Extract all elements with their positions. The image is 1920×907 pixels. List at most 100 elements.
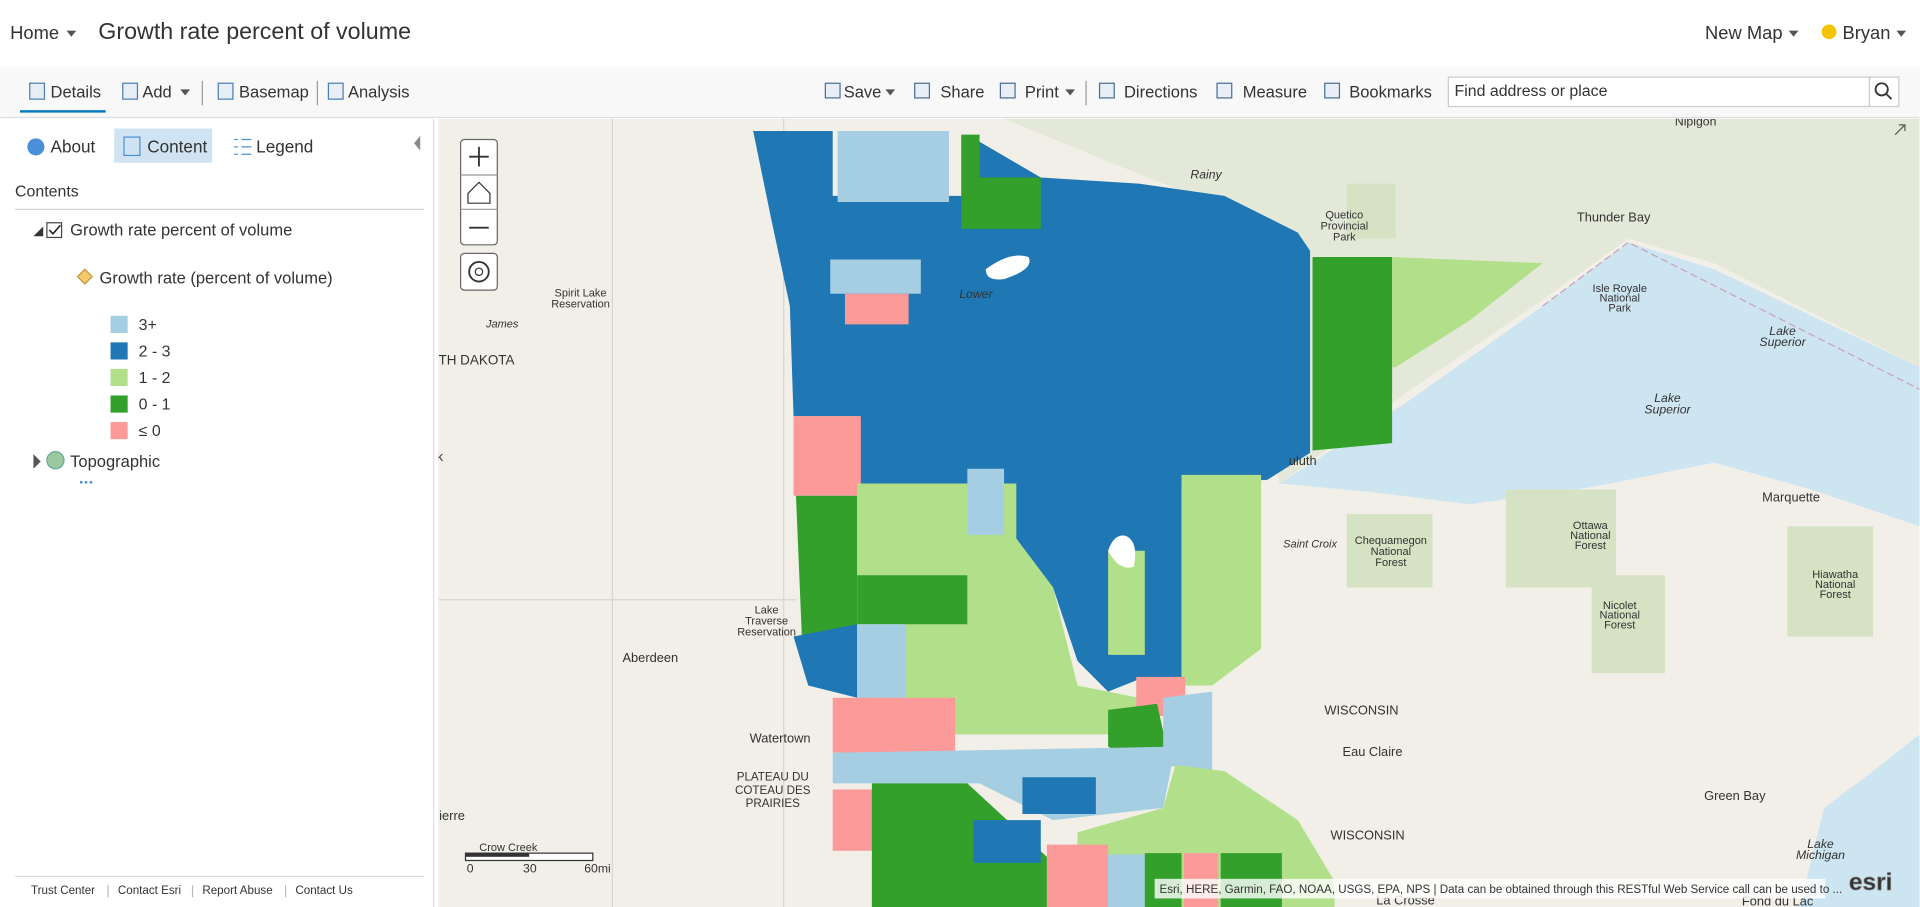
toolbar-button[interactable]: Measure <box>1243 82 1307 101</box>
zoom-controls <box>459 138 498 246</box>
locate-button[interactable] <box>468 261 490 283</box>
map-label: James <box>485 318 519 330</box>
legend-swatch <box>110 422 128 440</box>
map-label: Forest <box>1604 619 1635 631</box>
home-button[interactable] <box>467 181 491 204</box>
search-placeholder: Find address or place <box>1455 83 1608 100</box>
region <box>961 134 1041 229</box>
toolbar-button[interactable]: Basemap <box>239 82 309 101</box>
scale-bar <box>465 853 530 857</box>
legend-swatch <box>110 395 128 413</box>
esri-logo: esri <box>1849 869 1893 896</box>
caret <box>885 89 896 96</box>
legend-swatch <box>110 342 128 360</box>
toolbar-button[interactable]: Add <box>142 82 171 101</box>
map-label: National <box>1815 579 1855 591</box>
map-label: WISCONSIN <box>1324 703 1398 718</box>
legend-swatch <box>110 368 128 387</box>
sidebar-tab[interactable]: Legend <box>256 137 313 157</box>
map-label: Marquette <box>1762 490 1820 505</box>
toolbar-button[interactable]: Details <box>51 82 101 101</box>
map-label: Eau Claire <box>1343 744 1403 759</box>
toolbar-button[interactable]: Print <box>1025 82 1059 101</box>
locate-control <box>459 252 498 291</box>
map-label: National <box>1600 293 1640 305</box>
footer-link[interactable]: Contact Us <box>295 884 353 897</box>
map-label: Park <box>1333 231 1356 243</box>
sidebar-tab[interactable]: About <box>51 137 96 157</box>
map-label: Green Bay <box>1704 788 1766 803</box>
expand-toggle[interactable] <box>33 226 44 237</box>
new-map-menu[interactable]: New Map <box>1705 22 1783 43</box>
region <box>1046 844 1109 907</box>
region <box>857 483 1151 735</box>
zoom-in[interactable] <box>469 146 489 167</box>
toolbar-button[interactable]: Share <box>940 82 984 101</box>
home-menu[interactable]: Home <box>10 22 59 43</box>
search-box[interactable] <box>1447 76 1871 108</box>
toolbar-icon <box>1098 82 1115 99</box>
map-label: ierre <box>439 808 465 823</box>
region <box>1163 691 1213 772</box>
caret <box>1896 30 1907 37</box>
caret <box>66 30 77 37</box>
toolbar-button[interactable]: Save <box>844 82 882 101</box>
legend-label: 1 - 2 <box>139 370 171 387</box>
map-label: Lake <box>1769 324 1796 338</box>
footer-link[interactable]: Contact Esri <box>118 884 181 897</box>
locate-icon <box>474 267 484 277</box>
legend-swatch <box>110 315 128 333</box>
layer-checkbox[interactable] <box>46 222 63 239</box>
map-label: Rainy <box>1190 167 1222 181</box>
map-label: Lake <box>1807 837 1834 851</box>
region <box>793 624 858 698</box>
toolbar-button[interactable]: Bookmarks <box>1349 82 1432 101</box>
user-menu[interactable]: Bryan <box>1843 22 1891 43</box>
toolbar-icon <box>217 82 234 100</box>
map-label: Park <box>1608 302 1631 314</box>
sidebar-tab[interactable]: Content <box>147 137 207 157</box>
map-label: Michigan <box>1796 848 1845 862</box>
layer-name[interactable]: Growth rate percent of volume <box>70 221 292 240</box>
caret <box>1065 89 1076 96</box>
sidebar <box>7 118 434 907</box>
map-label: Crow Creek <box>479 842 538 854</box>
fullscreen[interactable] <box>1894 124 1906 136</box>
toolbar-button[interactable]: Directions <box>1124 82 1197 101</box>
park <box>1346 514 1433 588</box>
scale-label: 0 <box>467 861 474 875</box>
map-label: Nipigon <box>1675 115 1717 129</box>
footer-link[interactable]: Report Abuse <box>202 884 272 897</box>
toolbar-icon <box>999 82 1016 99</box>
map-label: National <box>1600 610 1640 622</box>
footer-link[interactable]: Trust Center <box>31 884 95 897</box>
collapse-button[interactable] <box>414 135 421 151</box>
map-label: Saint Croix <box>1283 539 1337 551</box>
map-label: Superior <box>1644 402 1691 416</box>
park <box>1787 526 1874 637</box>
legend-label: 3+ <box>139 317 157 334</box>
region <box>1312 257 1393 451</box>
map-label: Superior <box>1759 335 1806 349</box>
toolbar-button[interactable]: Analysis <box>348 82 410 101</box>
basemap-layer[interactable]: Topographic <box>70 452 160 471</box>
sublayer-icon <box>76 268 94 285</box>
map-label: Lake <box>1654 391 1681 405</box>
lake <box>1108 535 1136 568</box>
region <box>973 820 1041 863</box>
lake-michigan <box>1799 734 1920 907</box>
legend-icon <box>234 138 252 155</box>
user-icon <box>1821 24 1837 40</box>
basemap-icon <box>46 451 65 470</box>
header <box>0 0 1920 68</box>
sublayer-name: Growth rate (percent of volume) <box>100 268 333 287</box>
expand-toggle[interactable] <box>33 454 41 469</box>
toolbar-icon <box>1324 82 1341 99</box>
map-label: Nicolet <box>1603 600 1637 612</box>
search-button[interactable] <box>1868 76 1900 108</box>
map-label: WISCONSIN <box>1330 827 1404 842</box>
legend-label: 2 - 3 <box>139 343 171 360</box>
map-label: Forest <box>1375 557 1406 569</box>
region <box>857 575 968 625</box>
map[interactable]: NipigonRainyQueticoProvincialParkThunder… <box>437 115 1920 907</box>
